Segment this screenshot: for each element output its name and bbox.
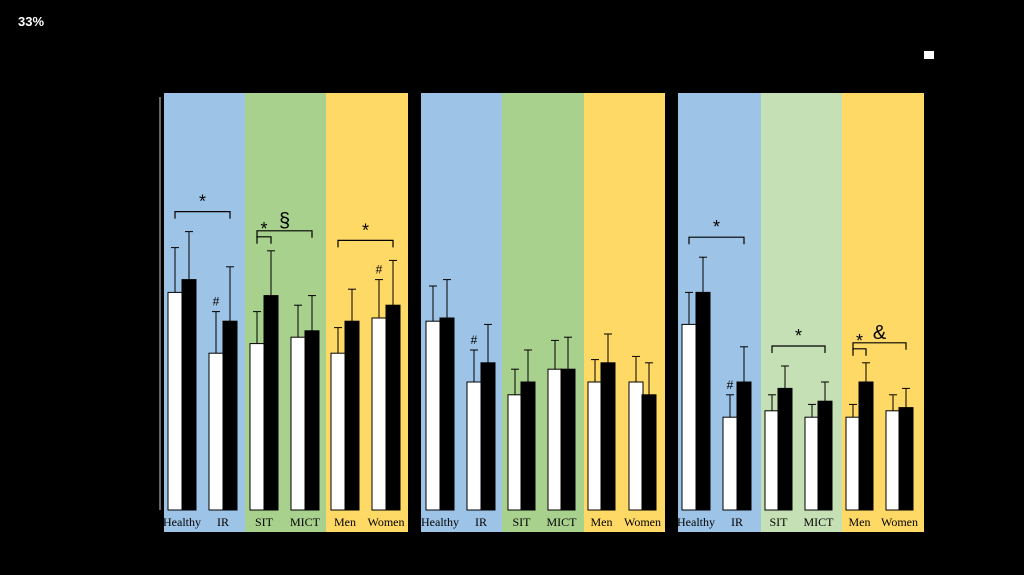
tick-label-sit: SIT xyxy=(770,515,789,529)
tick-label-sit: SIT xyxy=(513,515,532,529)
significance-symbol-3: * xyxy=(795,326,802,346)
chart-panel-3: Healthy IR SIT MICT Men Women*#* * & xyxy=(677,93,924,532)
significance-symbol-2: # xyxy=(213,295,220,309)
bar-mict-series-2 xyxy=(304,330,320,511)
bar-men-series-1 xyxy=(845,416,861,511)
bar-sit-series-1 xyxy=(764,410,780,511)
bar-healthy-series-2 xyxy=(695,291,711,511)
tick-label-ir: IR xyxy=(217,515,229,529)
bar-women-series-1 xyxy=(371,317,387,511)
bar-men-series-1 xyxy=(330,352,346,511)
bar-men-series-1 xyxy=(587,381,603,511)
bar-healthy-series-1 xyxy=(425,320,441,511)
tick-label-men: Men xyxy=(334,515,356,529)
bar-healthy-series-2 xyxy=(439,317,455,511)
tick-label-men: Men xyxy=(849,515,871,529)
tick-label-healthy: Healthy xyxy=(677,515,715,529)
bar-women-series-2 xyxy=(385,304,401,511)
bar-ir-series-1 xyxy=(466,381,482,511)
bar-sit-series-1 xyxy=(507,394,523,511)
significance-symbol-4: * xyxy=(260,219,267,239)
tick-label-sit: SIT xyxy=(255,515,274,529)
tick-label-mict: MICT xyxy=(547,515,578,529)
significance-bracket-4 xyxy=(256,236,272,244)
significance-bracket-5 xyxy=(337,239,394,248)
tick-label-healthy: Healthy xyxy=(163,515,201,529)
significance-bracket-1 xyxy=(688,236,745,245)
tick-label-mict: MICT xyxy=(290,515,321,529)
bar-healthy-series-1 xyxy=(681,323,697,511)
bar-sit-series-2 xyxy=(263,295,279,511)
significance-symbol-1: * xyxy=(713,217,720,237)
bar-mict-series-2 xyxy=(560,368,576,511)
chart-panel-2: Healthy IR SIT MICT Men Women # xyxy=(421,93,665,532)
tick-label-ir: IR xyxy=(475,515,487,529)
significance-symbol-4: * xyxy=(856,331,863,351)
tick-label-mict: MICT xyxy=(804,515,835,529)
significance-symbol-5: & xyxy=(873,322,887,344)
tick-label-ir: IR xyxy=(731,515,743,529)
tick-label-women: Women xyxy=(367,515,404,529)
significance-symbol-3: § xyxy=(279,210,290,232)
tick-label-women: Women xyxy=(881,515,918,529)
chart-panel-1: Healthy IR SIT MICT Men Women * # § * * # xyxy=(163,93,408,532)
bar-mict-series-1 xyxy=(804,416,820,511)
bar-mict-series-1 xyxy=(547,368,563,511)
bar-women-series-1 xyxy=(885,410,901,511)
significance-symbol-6: # xyxy=(376,263,383,277)
tick-label-women: Women xyxy=(624,515,661,529)
zoom-level-label: 33% xyxy=(18,14,45,29)
bar-sit-series-1 xyxy=(249,343,265,511)
bar-healthy-series-2 xyxy=(181,279,197,511)
significance-symbol-1: * xyxy=(199,192,206,212)
bar-men-series-2 xyxy=(858,381,874,511)
significance-bracket-4 xyxy=(852,348,867,356)
bar-ir-series-2 xyxy=(222,320,238,511)
significance-bracket-3 xyxy=(256,230,313,238)
significance-symbol-5: * xyxy=(362,220,369,240)
bar-women-series-2 xyxy=(898,407,914,511)
tick-label-men: Men xyxy=(591,515,613,529)
bar-sit-series-2 xyxy=(520,381,536,511)
significance-symbol-1: # xyxy=(471,333,478,347)
bar-ir-series-1 xyxy=(208,352,224,511)
significance-symbol-2: # xyxy=(727,378,734,392)
bar-ir-series-1 xyxy=(722,416,738,511)
bar-men-series-2 xyxy=(600,362,616,511)
significance-bracket-1 xyxy=(174,211,231,219)
legend-marker xyxy=(924,51,934,59)
bar-mict-series-2 xyxy=(817,400,833,511)
bar-women-series-2 xyxy=(641,394,657,511)
bar-ir-series-2 xyxy=(736,381,752,511)
bar-sit-series-2 xyxy=(777,387,793,511)
bar-healthy-series-1 xyxy=(167,291,183,511)
significance-bracket-3 xyxy=(771,345,826,353)
bar-men-series-2 xyxy=(344,320,360,511)
bar-ir-series-2 xyxy=(480,362,496,511)
bar-women-series-1 xyxy=(628,381,644,511)
tick-label-healthy: Healthy xyxy=(421,515,459,529)
bar-mict-series-1 xyxy=(290,336,306,511)
significance-bracket-5 xyxy=(852,342,907,350)
